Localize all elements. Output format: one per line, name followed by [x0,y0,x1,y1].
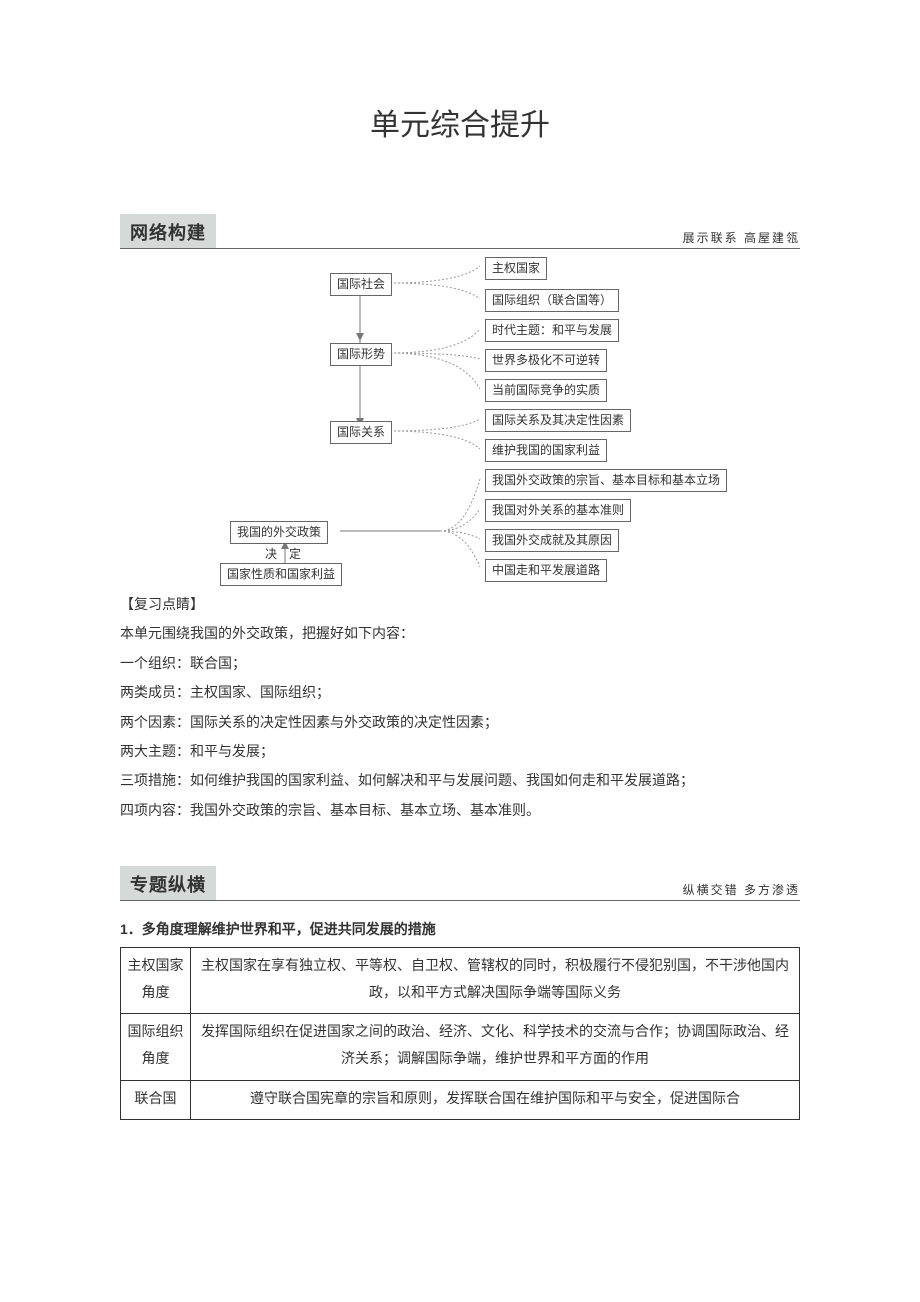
section-topic-sub: 纵横交错 多方渗透 [683,881,800,900]
node-r9: 我国对外关系的基本准则 [485,499,631,522]
section-network-label: 网络构建 [120,214,216,248]
node-intl-situation: 国际形势 [330,343,392,366]
node-intl-society: 国际社会 [330,273,392,296]
table-row: 联合国 遵守联合国宪章的宗旨和原则，发挥联合国在维护国际和平与安全，促进国际合 [121,1080,800,1120]
node-r7: 维护我国的国家利益 [485,439,607,462]
node-basis: 国家性质和国家利益 [220,563,342,586]
section-network-sub: 展示联系 高屋建瓴 [683,229,800,248]
review-line: 一个组织：联合国； [120,650,800,679]
node-cn-policy: 我国的外交政策 [230,521,328,544]
table-cell-left: 联合国 [121,1080,191,1120]
review-block: 【复习点睛】 本单元围绕我国的外交政策，把握好如下内容： 一个组织：联合国； 两… [120,591,800,826]
node-r3: 时代主题：和平与发展 [485,319,619,342]
table-cell-right: 遵守联合国宪章的宗旨和原则，发挥联合国在维护国际和平与安全，促进国际合 [191,1080,800,1120]
table-cell-right: 发挥国际组织在促进国家之间的政治、经济、文化、科学技术的交流与合作；协调国际政治… [191,1014,800,1080]
section-topic-header: 专题纵横 纵横交错 多方渗透 [120,866,800,901]
node-r6: 国际关系及其决定性因素 [485,409,631,432]
page-title: 单元综合提升 [120,100,800,144]
node-r2: 国际组织（联合国等） [485,289,619,312]
node-decide: 决 定 [265,545,301,562]
node-r5: 当前国际竞争的实质 [485,379,607,402]
review-line: 四项内容：我国外交政策的宗旨、基本目标、基本立场、基本准则。 [120,797,800,826]
topic1-heading: 1．多角度理解维护世界和平，促进共同发展的措施 [120,919,800,939]
table-cell-right: 主权国家在享有独立权、平等权、自卫权、管辖权的同时，积极履行不侵犯别国，不干涉他… [191,948,800,1014]
table-cell-left: 国际组织角度 [121,1014,191,1080]
node-intl-relations: 国际关系 [330,421,392,444]
section-network-header: 网络构建 展示联系 高屋建瓴 [120,214,800,249]
table-cell-left: 主权国家角度 [121,948,191,1014]
section-topic-label: 专题纵横 [120,866,216,900]
concept-diagram: 国际社会 国际形势 国际关系 我国的外交政策 决 定 国家性质和国家利益 主权国… [120,261,800,581]
review-line: 两类成员：主权国家、国际组织； [120,679,800,708]
node-r10: 我国外交成就及其原因 [485,529,619,552]
node-r8: 我国外交政策的宗旨、基本目标和基本立场 [485,469,727,492]
review-line: 本单元围绕我国的外交政策，把握好如下内容： [120,620,800,649]
node-r1: 主权国家 [485,257,547,280]
review-line: 三项措施：如何维护我国的国家利益、如何解决和平与发展问题、我国如何走和平发展道路… [120,767,800,796]
node-r11: 中国走和平发展道路 [485,559,607,582]
node-r4: 世界多极化不可逆转 [485,349,607,372]
table-row: 国际组织角度 发挥国际组织在促进国家之间的政治、经济、文化、科学技术的交流与合作… [121,1014,800,1080]
topic1-table: 主权国家角度 主权国家在享有独立权、平等权、自卫权、管辖权的同时，积极履行不侵犯… [120,947,800,1120]
review-line: 两大主题：和平与发展； [120,738,800,767]
table-row: 主权国家角度 主权国家在享有独立权、平等权、自卫权、管辖权的同时，积极履行不侵犯… [121,948,800,1014]
review-heading: 【复习点睛】 [120,591,800,620]
review-line: 两个因素：国际关系的决定性因素与外交政策的决定性因素； [120,709,800,738]
